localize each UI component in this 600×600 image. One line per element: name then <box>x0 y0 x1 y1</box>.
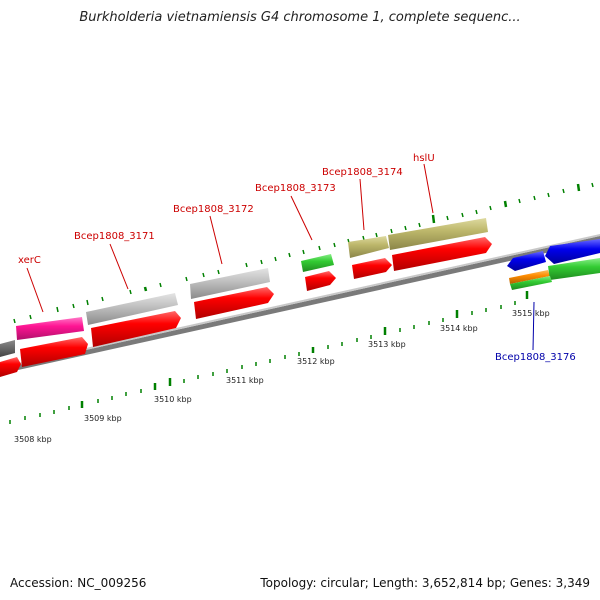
kbp-label-3515: 3515 kbp <box>512 309 550 318</box>
kbp-label-3511: 3511 kbp <box>226 376 264 385</box>
gene-blue-1[interactable] <box>507 251 546 271</box>
kbp-label-3509: 3509 kbp <box>84 414 122 423</box>
gene-bcep1808-3174[interactable] <box>348 236 389 258</box>
label-bcep1808-3172[interactable]: Bcep1808_3172 <box>173 204 254 215</box>
cds-bcep1808-3172[interactable] <box>194 287 274 319</box>
accession-text: Accession: NC_009256 <box>10 576 147 590</box>
outer-scale-ticks <box>13 182 594 324</box>
gene-bcep1808-3172[interactable] <box>190 268 270 299</box>
kbp-label-3512: 3512 kbp <box>297 357 335 366</box>
gene-bcep1808-3173[interactable] <box>301 254 334 272</box>
kbp-label-3514: 3514 kbp <box>440 324 478 333</box>
kbp-label-3508: 3508 kbp <box>14 435 52 444</box>
kbp-label-3513: 3513 kbp <box>368 340 406 349</box>
leader-bcep1808-3176 <box>532 301 535 351</box>
leader-bcep1808-3171 <box>109 243 129 290</box>
label-bcep1808-3176[interactable]: Bcep1808_3176 <box>495 352 576 363</box>
leader-bcep1808-3174 <box>359 178 365 231</box>
label-hslu[interactable]: hslU <box>413 153 435 164</box>
leader-hslu <box>423 163 434 214</box>
cds-left-edge[interactable] <box>0 357 21 377</box>
topology-summary: Topology: circular; Length: 3,652,814 bp… <box>260 576 590 590</box>
gene-green-right[interactable] <box>548 258 600 280</box>
cds-xerc[interactable] <box>20 337 88 367</box>
gene-dark-fragment[interactable] <box>0 340 15 357</box>
kbp-label-3510: 3510 kbp <box>154 395 192 404</box>
label-leaders <box>26 163 535 351</box>
leader-xerc <box>26 267 44 313</box>
label-bcep1808-3174[interactable]: Bcep1808_3174 <box>322 167 403 178</box>
chromosome-backbone-highlight <box>0 234 600 369</box>
cds-bcep1808-3174[interactable] <box>352 258 392 279</box>
label-xerc[interactable]: xerC <box>18 255 41 266</box>
cds-bcep1808-3173[interactable] <box>305 271 336 291</box>
gene-track <box>0 218 600 357</box>
gene-bcep1808-3171[interactable] <box>86 293 178 325</box>
leader-bcep1808-3173 <box>290 195 313 241</box>
gene-green-strip[interactable] <box>510 276 552 290</box>
cds-bcep1808-3171[interactable] <box>91 311 181 347</box>
inner-scale-ticks <box>9 291 529 424</box>
label-bcep1808-3173[interactable]: Bcep1808_3173 <box>255 183 336 194</box>
label-bcep1808-3171[interactable]: Bcep1808_3171 <box>74 231 155 242</box>
gene-blue-2[interactable] <box>545 239 600 264</box>
leader-bcep1808-3172 <box>209 215 223 265</box>
chromosome-backbone <box>0 236 600 374</box>
gene-xerc[interactable] <box>16 317 84 340</box>
map-title: Burkholderia vietnamiensis G4 chromosome… <box>79 10 521 25</box>
cds-hslu[interactable] <box>392 237 492 271</box>
gene-hslu[interactable] <box>388 218 488 250</box>
cds-track <box>0 237 492 377</box>
gene-bcep1808-3176[interactable] <box>509 270 550 284</box>
